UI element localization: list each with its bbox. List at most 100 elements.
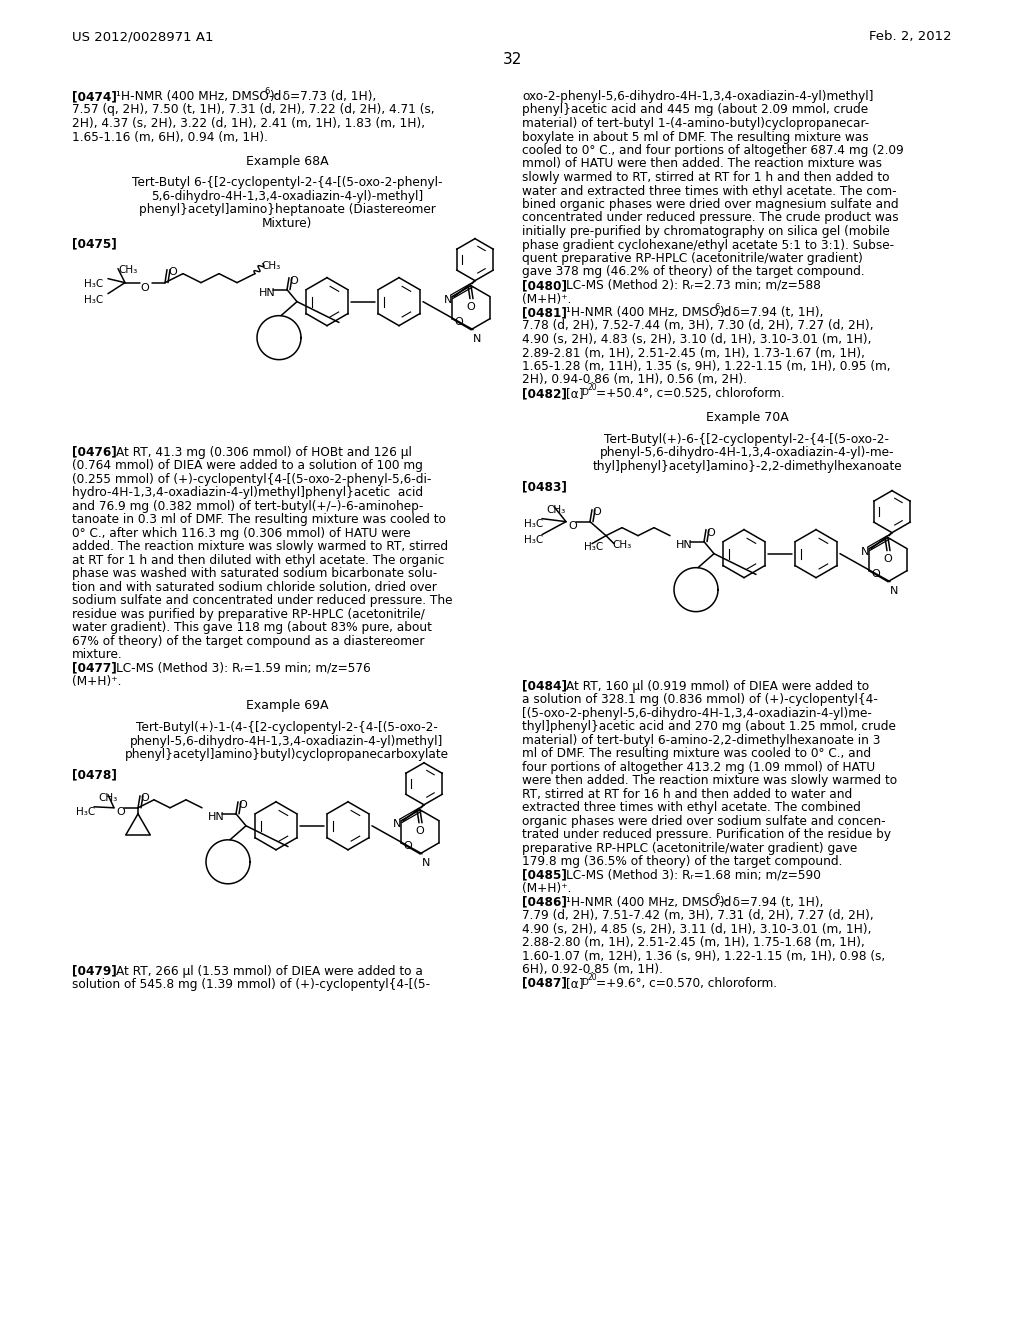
Text: O: O <box>454 317 463 326</box>
Text: O: O <box>289 276 298 285</box>
Text: H₃C: H₃C <box>84 294 103 305</box>
Text: [0480]: [0480] <box>522 279 567 292</box>
Text: Tert-Butyl 6-{[2-cyclopentyl-2-{4-[(5-oxo-2-phenyl-: Tert-Butyl 6-{[2-cyclopentyl-2-{4-[(5-ox… <box>132 177 442 189</box>
Text: 6: 6 <box>714 892 720 902</box>
Text: O: O <box>238 800 247 809</box>
Text: extracted three times with ethyl acetate. The combined: extracted three times with ethyl acetate… <box>522 801 861 814</box>
Text: 20: 20 <box>588 383 598 392</box>
Text: (0.255 mmol) of (+)-cyclopentyl{4-[(5-oxo-2-phenyl-5,6-di-: (0.255 mmol) of (+)-cyclopentyl{4-[(5-ox… <box>72 473 431 486</box>
Text: 0° C., after which 116.3 mg (0.306 mmol) of HATU were: 0° C., after which 116.3 mg (0.306 mmol)… <box>72 527 411 540</box>
Text: Tert-Butyl(+)-6-{[2-cyclopentyl-2-{4-[(5-oxo-2-: Tert-Butyl(+)-6-{[2-cyclopentyl-2-{4-[(5… <box>604 433 890 446</box>
Text: At RT, 160 μl (0.919 mmol) of DIEA were added to: At RT, 160 μl (0.919 mmol) of DIEA were … <box>566 680 869 693</box>
Text: cooled to 0° C., and four portions of altogether 687.4 mg (2.09: cooled to 0° C., and four portions of al… <box>522 144 904 157</box>
Text: N: N <box>473 334 481 343</box>
Text: [α]: [α] <box>566 977 584 990</box>
Text: H₃C: H₃C <box>84 279 103 289</box>
Text: 1.65-1.28 (m, 11H), 1.35 (s, 9H), 1.22-1.15 (m, 1H), 0.95 (m,: 1.65-1.28 (m, 11H), 1.35 (s, 9H), 1.22-1… <box>522 360 891 374</box>
Text: 5,6-dihydro-4H-1,3,4-oxadiazin-4-yl)-methyl]: 5,6-dihydro-4H-1,3,4-oxadiazin-4-yl)-met… <box>151 190 423 203</box>
Text: phase gradient cyclohexane/ethyl acetate 5:1 to 3:1). Subse-: phase gradient cyclohexane/ethyl acetate… <box>522 239 894 252</box>
Text: 2.88-2.80 (m, 1H), 2.51-2.45 (m, 1H), 1.75-1.68 (m, 1H),: 2.88-2.80 (m, 1H), 2.51-2.45 (m, 1H), 1.… <box>522 936 864 949</box>
Text: O: O <box>168 267 177 277</box>
Text: N: N <box>393 818 401 829</box>
Text: added. The reaction mixture was slowly warmed to RT, stirred: added. The reaction mixture was slowly w… <box>72 540 449 553</box>
Text: phenyl-5,6-dihydro-4H-1,3,4-oxadiazin-4-yl)methyl]: phenyl-5,6-dihydro-4H-1,3,4-oxadiazin-4-… <box>130 734 443 747</box>
Text: HN: HN <box>208 812 224 822</box>
Text: thyl]phenyl}acetic acid and 270 mg (about 1.25 mmol, crude: thyl]phenyl}acetic acid and 270 mg (abou… <box>522 721 896 733</box>
Text: O: O <box>140 282 148 293</box>
Text: thyl]phenyl}acetyl]amino}-2,2-dimethylhexanoate: thyl]phenyl}acetyl]amino}-2,2-dimethylhe… <box>592 459 902 473</box>
Text: 7.78 (d, 2H), 7.52-7.44 (m, 3H), 7.30 (d, 2H), 7.27 (d, 2H),: 7.78 (d, 2H), 7.52-7.44 (m, 3H), 7.30 (d… <box>522 319 873 333</box>
Text: preparative RP-HPLC (acetonitrile/water gradient) gave: preparative RP-HPLC (acetonitrile/water … <box>522 842 857 854</box>
Text: [0486]: [0486] <box>522 896 567 908</box>
Text: water and extracted three times with ethyl acetate. The com-: water and extracted three times with eth… <box>522 185 897 198</box>
Text: HN: HN <box>676 540 693 549</box>
Text: [0477]: [0477] <box>72 661 117 675</box>
Text: at RT for 1 h and then diluted with ethyl acetate. The organic: at RT for 1 h and then diluted with ethy… <box>72 553 444 566</box>
Text: [α]: [α] <box>566 387 584 400</box>
Text: 6H), 0.92-0.85 (m, 1H).: 6H), 0.92-0.85 (m, 1H). <box>522 964 663 977</box>
Text: solution of 545.8 mg (1.39 mmol) of (+)-cyclopentyl{4-[(5-: solution of 545.8 mg (1.39 mmol) of (+)-… <box>72 978 430 991</box>
Text: initially pre-purified by chromatography on silica gel (mobile: initially pre-purified by chromatography… <box>522 224 890 238</box>
Text: D: D <box>581 978 588 986</box>
Text: mixture.: mixture. <box>72 648 123 661</box>
Text: =+50.4°, c=0.525, chloroform.: =+50.4°, c=0.525, chloroform. <box>596 387 784 400</box>
Text: ¹H-NMR (400 MHz, DMSO-d: ¹H-NMR (400 MHz, DMSO-d <box>116 90 282 103</box>
Text: gave 378 mg (46.2% of theory) of the target compound.: gave 378 mg (46.2% of theory) of the tar… <box>522 265 864 279</box>
Text: CH₃: CH₃ <box>118 264 137 275</box>
Text: bined organic phases were dried over magnesium sulfate and: bined organic phases were dried over mag… <box>522 198 899 211</box>
Text: [0484]: [0484] <box>522 680 567 693</box>
Text: (M+H)⁺.: (M+H)⁺. <box>72 675 122 688</box>
Text: quent preparative RP-HPLC (acetonitrile/water gradient): quent preparative RP-HPLC (acetonitrile/… <box>522 252 863 265</box>
Text: 4.90 (s, 2H), 4.83 (s, 2H), 3.10 (d, 1H), 3.10-3.01 (m, 1H),: 4.90 (s, 2H), 4.83 (s, 2H), 3.10 (d, 1H)… <box>522 333 871 346</box>
Text: 20: 20 <box>588 973 598 982</box>
Text: boxylate in about 5 ml of DMF. The resulting mixture was: boxylate in about 5 ml of DMF. The resul… <box>522 131 868 144</box>
Text: [0481]: [0481] <box>522 306 567 319</box>
Text: phenyl}acetic acid and 445 mg (about 2.09 mmol, crude: phenyl}acetic acid and 445 mg (about 2.0… <box>522 103 868 116</box>
Text: 1.60-1.07 (m, 12H), 1.36 (s, 9H), 1.22-1.15 (m, 1H), 0.98 (s,: 1.60-1.07 (m, 12H), 1.36 (s, 9H), 1.22-1… <box>522 949 885 962</box>
Text: H₃C: H₃C <box>584 541 603 552</box>
Text: water gradient). This gave 118 mg (about 83% pure, about: water gradient). This gave 118 mg (about… <box>72 622 432 634</box>
Text: sodium sulfate and concentrated under reduced pressure. The: sodium sulfate and concentrated under re… <box>72 594 453 607</box>
Text: O: O <box>466 302 475 312</box>
Text: N: N <box>890 586 898 595</box>
Text: and 76.9 mg (0.382 mmol) of tert-butyl(+/–)-6-aminohep-: and 76.9 mg (0.382 mmol) of tert-butyl(+… <box>72 500 423 512</box>
Text: =+9.6°, c=0.570, chloroform.: =+9.6°, c=0.570, chloroform. <box>596 977 777 990</box>
Text: 2H), 4.37 (s, 2H), 3.22 (d, 1H), 2.41 (m, 1H), 1.83 (m, 1H),: 2H), 4.37 (s, 2H), 3.22 (d, 1H), 2.41 (m… <box>72 117 425 129</box>
Text: Example 68A: Example 68A <box>246 154 329 168</box>
Text: H₃C: H₃C <box>524 519 544 528</box>
Text: 6: 6 <box>264 87 269 96</box>
Text: [0478]: [0478] <box>72 768 117 781</box>
Text: [0482]: [0482] <box>522 387 567 400</box>
Text: HN: HN <box>259 288 275 297</box>
Text: CH₃: CH₃ <box>612 540 631 549</box>
Text: US 2012/0028971 A1: US 2012/0028971 A1 <box>72 30 213 44</box>
Text: hydro-4H-1,3,4-oxadiazin-4-yl)methyl]phenyl}acetic  acid: hydro-4H-1,3,4-oxadiazin-4-yl)methyl]phe… <box>72 486 423 499</box>
Text: phenyl}acetyl]amino}heptanoate (Diastereomer: phenyl}acetyl]amino}heptanoate (Diastere… <box>138 203 435 216</box>
Text: O: O <box>140 793 148 803</box>
Text: a solution of 328.1 mg (0.836 mmol) of (+)-cyclopentyl{4-: a solution of 328.1 mg (0.836 mmol) of (… <box>522 693 878 706</box>
Text: phase was washed with saturated sodium bicarbonate solu-: phase was washed with saturated sodium b… <box>72 568 437 581</box>
Text: RT, stirred at RT for 16 h and then added to water and: RT, stirred at RT for 16 h and then adde… <box>522 788 852 801</box>
Text: 67% of theory) of the target compound as a diastereomer: 67% of theory) of the target compound as… <box>72 635 424 648</box>
Text: N: N <box>422 858 430 867</box>
Text: 2H), 0.94-0.86 (m, 1H), 0.56 (m, 2H).: 2H), 0.94-0.86 (m, 1H), 0.56 (m, 2H). <box>522 374 746 387</box>
Text: CH₃: CH₃ <box>546 504 565 515</box>
Text: O: O <box>883 553 892 564</box>
Text: ¹H-NMR (400 MHz, DMSO-d: ¹H-NMR (400 MHz, DMSO-d <box>566 896 731 908</box>
Text: [0487]: [0487] <box>522 977 567 990</box>
Text: (M+H)⁺.: (M+H)⁺. <box>522 293 571 305</box>
Text: [0479]: [0479] <box>72 965 117 978</box>
Text: slowly warmed to RT, stirred at RT for 1 h and then added to: slowly warmed to RT, stirred at RT for 1… <box>522 172 890 183</box>
Text: were then added. The reaction mixture was slowly warmed to: were then added. The reaction mixture wa… <box>522 774 897 787</box>
Text: CH₃: CH₃ <box>98 793 118 803</box>
Text: material) of tert-butyl 6-amino-2,2-dimethylhexanoate in 3: material) of tert-butyl 6-amino-2,2-dime… <box>522 734 881 747</box>
Text: O: O <box>403 841 412 851</box>
Text: four portions of altogether 413.2 mg (1.09 mmol) of HATU: four portions of altogether 413.2 mg (1.… <box>522 760 876 774</box>
Text: 32: 32 <box>503 51 521 67</box>
Text: At RT, 41.3 mg (0.306 mmol) of HOBt and 126 μl: At RT, 41.3 mg (0.306 mmol) of HOBt and … <box>116 446 412 458</box>
Text: 7.57 (q, 2H), 7.50 (t, 1H), 7.31 (d, 2H), 7.22 (d, 2H), 4.71 (s,: 7.57 (q, 2H), 7.50 (t, 1H), 7.31 (d, 2H)… <box>72 103 434 116</box>
Text: [0483]: [0483] <box>522 480 567 494</box>
Text: LC-MS (Method 3): Rᵣ=1.59 min; m/z=576: LC-MS (Method 3): Rᵣ=1.59 min; m/z=576 <box>116 661 371 675</box>
Text: residue was purified by preparative RP-HPLC (acetonitrile/: residue was purified by preparative RP-H… <box>72 607 425 620</box>
Text: ): δ=7.94 (t, 1H),: ): δ=7.94 (t, 1H), <box>720 306 823 319</box>
